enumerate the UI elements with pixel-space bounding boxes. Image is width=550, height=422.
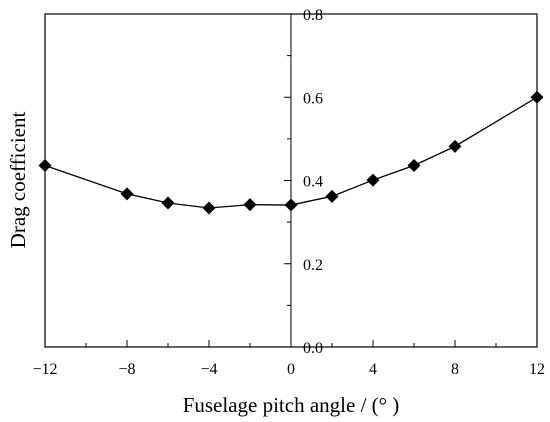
x-tick-label: −12	[32, 361, 57, 378]
data-point-marker	[161, 196, 175, 210]
series-layer	[38, 90, 544, 215]
y-tick-label: 0.2	[303, 257, 323, 274]
data-point-marker	[243, 198, 257, 212]
x-axis-ticks: −12 −8 −4 0 4 8 12	[32, 340, 545, 378]
x-tick-label: 4	[369, 361, 377, 378]
data-point-marker	[448, 139, 462, 153]
data-point-marker	[202, 201, 216, 215]
data-point-marker	[530, 90, 544, 104]
x-tick-label: −8	[118, 361, 135, 378]
data-point-marker	[120, 187, 134, 201]
y-axis-ticks: 0.0 0.2 0.4 0.6 0.8	[284, 7, 323, 357]
x-tick-label: 8	[451, 361, 459, 378]
y-axis-title: Drag coefficient	[6, 112, 30, 249]
y-tick-label: 0.4	[303, 174, 323, 191]
y-tick-label: 0.0	[303, 340, 323, 357]
x-axis-title: Fuselage pitch angle / (° )	[183, 393, 400, 417]
data-point-marker	[366, 173, 380, 187]
x-tick-label: 0	[287, 361, 295, 378]
y-tick-label: 0.6	[303, 90, 323, 107]
data-point-marker	[38, 159, 52, 173]
data-point-marker	[284, 198, 298, 212]
x-tick-label: −4	[200, 361, 217, 378]
data-point-marker	[325, 189, 339, 203]
x-tick-label: 12	[529, 361, 545, 378]
data-point-marker	[407, 159, 421, 173]
y-tick-label: 0.8	[303, 7, 323, 24]
